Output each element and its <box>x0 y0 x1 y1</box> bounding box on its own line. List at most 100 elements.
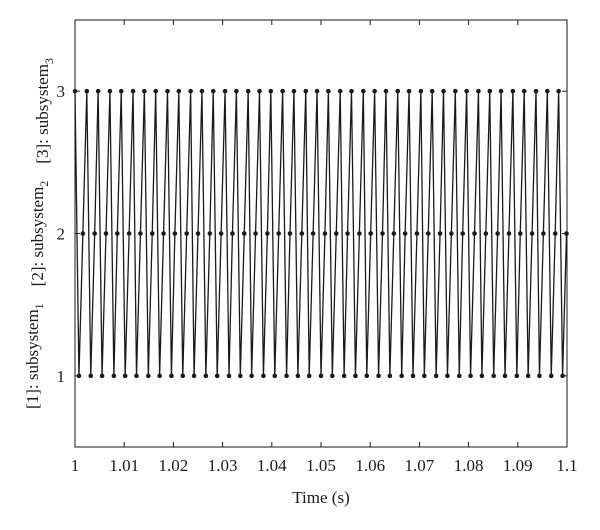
data-point <box>245 88 251 94</box>
y-tick-label: 3 <box>57 82 66 101</box>
data-point <box>372 88 377 94</box>
data-point <box>422 373 427 379</box>
data-point <box>552 231 558 236</box>
data-point <box>399 373 404 379</box>
data-point <box>433 373 439 379</box>
data-point <box>314 88 320 94</box>
data-point <box>103 231 109 236</box>
x-tick-label: 1.06 <box>355 456 385 475</box>
data-point <box>353 373 358 379</box>
data-point <box>387 373 393 379</box>
data-point <box>425 231 431 236</box>
x-tick-label: 1.05 <box>306 456 336 475</box>
data-point <box>460 231 465 236</box>
data-point <box>483 231 489 236</box>
data-point <box>472 231 477 236</box>
data-point <box>498 88 504 94</box>
data-point <box>514 373 520 379</box>
data-point <box>429 88 435 94</box>
data-point <box>345 231 350 236</box>
data-point <box>126 231 132 236</box>
data-point <box>406 88 412 94</box>
data-point <box>560 373 565 379</box>
data-point <box>169 373 174 379</box>
data-point <box>153 88 158 94</box>
data-point <box>318 373 324 379</box>
y-axis-title: [1]: subsystem1 [2]: subsystem2 [3]: sub… <box>23 58 56 409</box>
data-point <box>210 88 216 94</box>
data-point <box>541 231 546 236</box>
y-tick-label: 2 <box>57 225 66 244</box>
plot-frame <box>74 19 568 448</box>
data-point <box>176 88 182 94</box>
data-point <box>230 231 235 236</box>
data-point <box>107 88 113 94</box>
data-point <box>157 373 162 379</box>
data-point <box>72 88 78 94</box>
data-point <box>368 231 373 236</box>
data-point <box>76 373 82 379</box>
data-point <box>241 231 247 236</box>
data-point <box>165 88 170 94</box>
data-point <box>261 373 266 379</box>
data-point <box>402 231 408 236</box>
data-point <box>280 88 285 94</box>
data-point <box>84 88 90 94</box>
data-point <box>253 231 258 236</box>
data-point <box>265 231 270 236</box>
data-point <box>449 231 454 236</box>
data-point <box>299 231 305 236</box>
data-point <box>414 231 420 236</box>
x-tick-label: 1.03 <box>208 456 238 475</box>
data-point <box>479 373 485 379</box>
data-point <box>564 231 569 236</box>
data-point <box>234 88 239 94</box>
data-point <box>337 88 343 94</box>
x-axis-title: Time (s) <box>292 488 349 507</box>
data-point <box>272 373 278 379</box>
data-point <box>333 231 339 236</box>
y-title-subscript: 3 <box>42 58 56 64</box>
data-point <box>556 88 561 94</box>
data-point <box>218 231 224 236</box>
data-point <box>191 373 197 379</box>
data-point <box>226 373 232 379</box>
data-point <box>548 373 554 379</box>
data-point <box>441 88 446 94</box>
data-point <box>180 373 186 379</box>
data-point <box>464 88 469 94</box>
y-title-subscript: 2 <box>37 181 51 187</box>
x-tick-label: 1.02 <box>159 456 189 475</box>
data-point <box>92 231 97 236</box>
data-point <box>303 88 309 94</box>
data-point <box>456 373 462 379</box>
data-point <box>146 373 151 379</box>
data-point <box>380 231 385 236</box>
data-point <box>207 231 213 236</box>
data-point <box>453 88 458 94</box>
data-point <box>502 373 508 379</box>
data-point <box>545 88 550 94</box>
data-point <box>222 88 228 94</box>
data-point <box>537 373 542 379</box>
data-point <box>111 373 117 379</box>
data-point <box>418 88 424 94</box>
data-point <box>468 373 473 379</box>
data-point <box>517 231 523 236</box>
data-point <box>391 231 397 236</box>
data-point <box>383 88 389 94</box>
y-title-part: [3]: subsystem <box>33 64 52 181</box>
y-title-part: [1]: subsystem <box>23 309 42 409</box>
data-point <box>130 88 136 94</box>
data-point <box>188 88 193 94</box>
data-point <box>521 88 527 94</box>
data-point <box>238 373 243 379</box>
data-point <box>361 88 366 94</box>
x-tick-label: 1.07 <box>405 456 435 475</box>
data-point <box>533 88 539 94</box>
data-point <box>249 373 254 379</box>
y-title-subscript: 1 <box>32 303 46 309</box>
data-point <box>357 231 362 236</box>
data-point <box>487 88 493 94</box>
